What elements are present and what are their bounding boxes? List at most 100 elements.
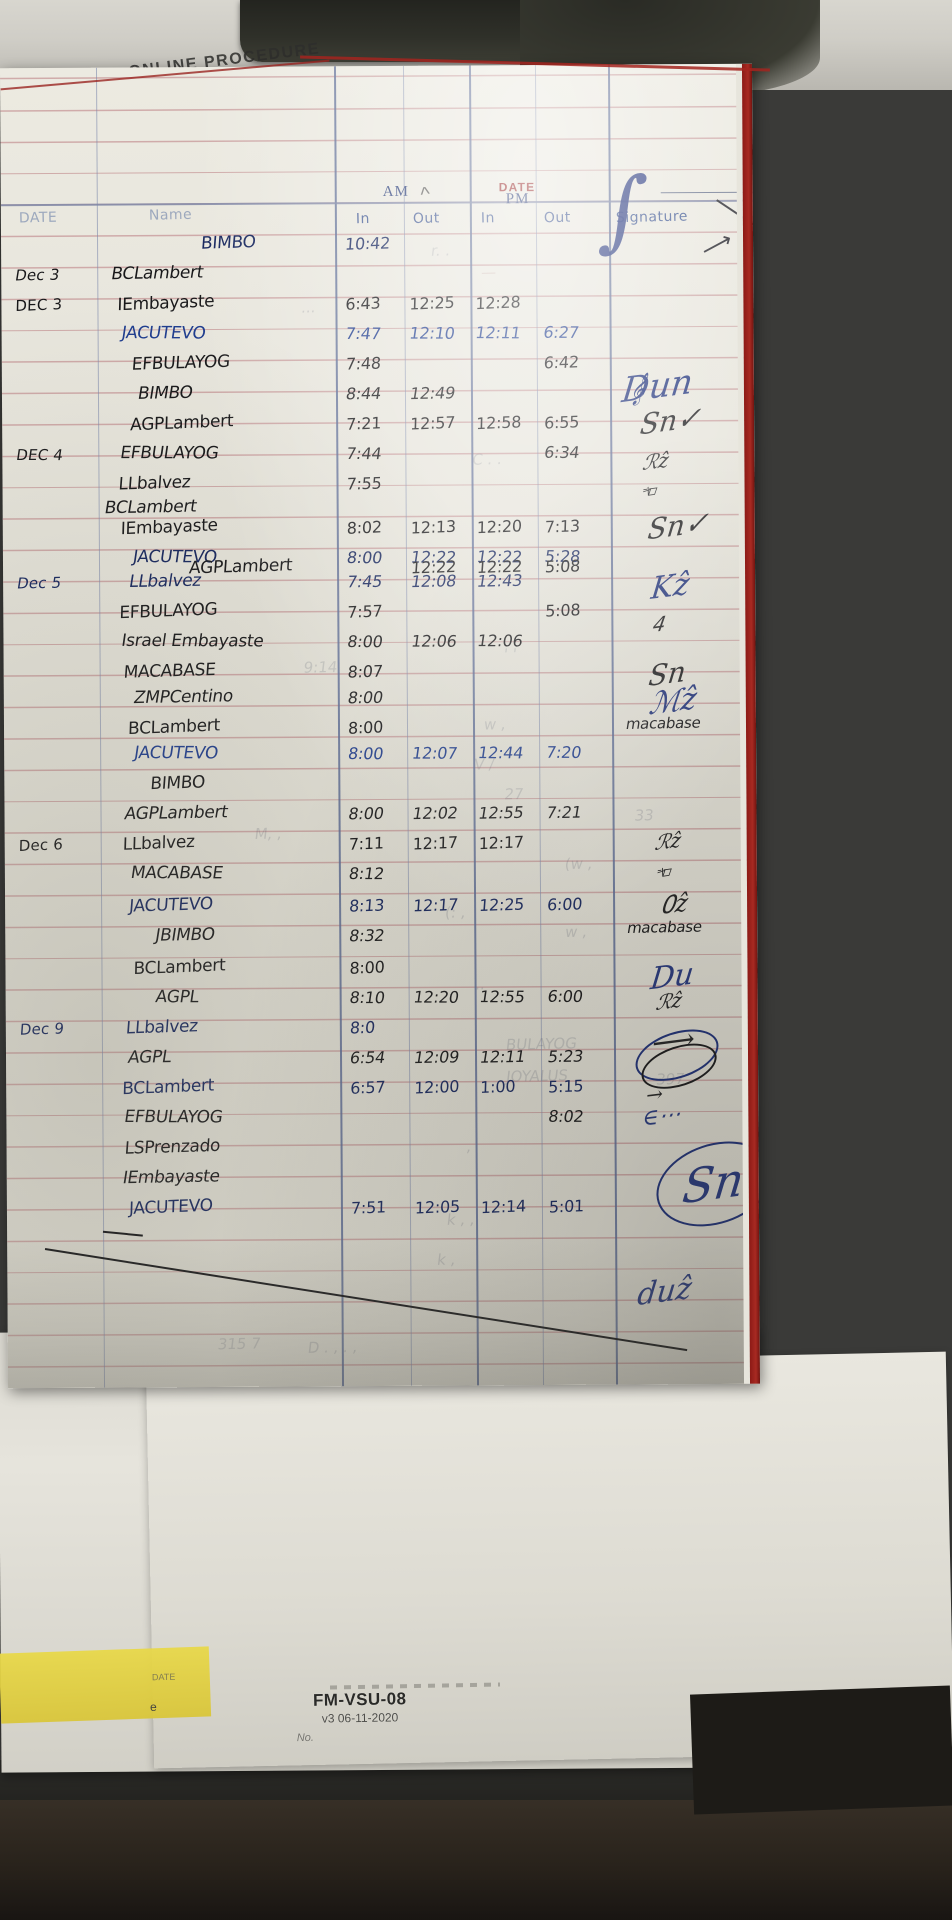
row-name: BIMBO bbox=[149, 772, 206, 795]
row-name: AGPL bbox=[154, 987, 201, 1008]
row-time-out2: 5:08 bbox=[544, 556, 581, 577]
row-time-out1: 12:20 bbox=[412, 987, 461, 1007]
signature-scrawl-agplambert: 𝠬 bbox=[637, 476, 660, 504]
row-name: MACABASE bbox=[129, 863, 225, 884]
row-name: JBIMBO bbox=[153, 924, 217, 946]
row-time-out2: 5:08 bbox=[545, 600, 581, 621]
desk-wood bbox=[0, 1800, 952, 1920]
row-time-in2: 12:28 bbox=[475, 292, 521, 314]
row-name: AGPL bbox=[126, 1046, 173, 1068]
row-name: IEmbayaste bbox=[120, 515, 219, 540]
footer-partial-text: DATE bbox=[151, 1671, 176, 1683]
row-name: Israel Embayaste bbox=[120, 630, 265, 652]
row-name: BCLambert bbox=[121, 1075, 215, 1100]
row-time-out1: 12:09 bbox=[412, 1047, 461, 1068]
row-time-out1: 12:08 bbox=[409, 571, 458, 592]
pm-label: PM bbox=[505, 191, 530, 208]
row-name: JACUTEVO bbox=[128, 1195, 213, 1220]
row-time-in1: 8:02 bbox=[346, 517, 383, 538]
row-time-in2: 12:44 bbox=[476, 743, 525, 763]
header-in2: In bbox=[480, 210, 496, 227]
header-out2: Out bbox=[543, 209, 571, 227]
row-time-out2: 8:02 bbox=[547, 1106, 585, 1126]
row-name: EFBULAYOG bbox=[118, 443, 220, 464]
row-time-in2: 12:58 bbox=[475, 412, 522, 434]
row-time-out2: 7:21 bbox=[545, 802, 584, 823]
header-in1: In bbox=[355, 210, 371, 228]
row-name: IEmbayaste bbox=[121, 1166, 222, 1189]
row-date: Dec 9 bbox=[19, 1019, 65, 1039]
row-time-in1: 8:12 bbox=[347, 864, 386, 884]
form-footer: FM-VSU-08 v3 06-11-2020 No. bbox=[150, 1686, 571, 1746]
row-name: EFBULAYOG bbox=[122, 1107, 224, 1128]
row-name: BIMBO bbox=[136, 382, 195, 404]
row-date: Dec 6 bbox=[18, 835, 64, 856]
row-name: LLbalvez bbox=[125, 1016, 199, 1039]
row-time-out2: 6:00 bbox=[546, 986, 585, 1006]
row-time-out2: 5:23 bbox=[546, 1046, 585, 1067]
row-time-out2: 5:15 bbox=[547, 1076, 584, 1097]
row-name: LLbalvez bbox=[122, 831, 195, 855]
signature-scrawl-jacutevo-5: duẑ bbox=[635, 1270, 694, 1314]
row-time-in2: 12:06 bbox=[476, 631, 524, 651]
row-time-in1: 6:43 bbox=[345, 293, 381, 314]
row-time-out2: 6:00 bbox=[546, 894, 583, 915]
am-label: AM bbox=[382, 183, 409, 200]
row-name: JACUTEVO bbox=[128, 893, 214, 917]
row-time-in2: 12:11 bbox=[478, 1046, 527, 1067]
row-date: Dec 5 bbox=[15, 573, 63, 593]
row-time-in1: 7:51 bbox=[350, 1197, 387, 1218]
row-name: MACABASE bbox=[122, 659, 217, 683]
row-time-in1: 7:47 bbox=[344, 324, 383, 344]
row-name: AGPLambert bbox=[122, 802, 230, 825]
row-time-in1: 8:32 bbox=[347, 925, 386, 946]
row-time-out1: 12:06 bbox=[410, 631, 458, 651]
signature-scrawl-lbalvez-2: ∈⋯ bbox=[641, 1101, 683, 1133]
row-name: BCLambert bbox=[133, 955, 226, 980]
row-name: AGPLambert bbox=[129, 411, 234, 436]
row-time-in1: 7:44 bbox=[344, 444, 383, 464]
row-name: JACUTEVO bbox=[132, 743, 220, 764]
row-time-in1: 7:21 bbox=[345, 413, 382, 434]
row-time-out1: 12:00 bbox=[413, 1076, 460, 1098]
row-time-in1: 8:00 bbox=[345, 548, 384, 568]
dark-corner bbox=[689, 1685, 952, 1815]
row-time-in2: 12:55 bbox=[478, 987, 527, 1007]
signature-scrawl-bimbo: ℛẑ bbox=[641, 447, 671, 476]
row-time-out2: 7:13 bbox=[544, 516, 581, 537]
row-time-in1: 6:57 bbox=[349, 1077, 386, 1098]
row-time-in1: 10:42 bbox=[344, 233, 391, 254]
row-time-in2: 12:55 bbox=[477, 802, 526, 823]
row-time-out1: 12:07 bbox=[410, 743, 459, 763]
row-time-out2: 6:34 bbox=[542, 442, 581, 462]
row-time-in1: 8:00 bbox=[346, 687, 385, 708]
row-name: IEmbayaste bbox=[117, 291, 215, 316]
row-time-out2: 6:42 bbox=[543, 352, 580, 373]
header-out1: Out bbox=[412, 210, 440, 228]
signature-scrawl-embayaste: Kẑ bbox=[649, 566, 692, 608]
signature-scrawl-bimbo-3: ℛẑ bbox=[654, 987, 684, 1016]
row-time-in1: 8:00 bbox=[346, 632, 385, 652]
row-name: EFBULAYOG bbox=[131, 351, 231, 375]
row-time-in1: 8:13 bbox=[348, 895, 385, 916]
row-time-out1: 12:10 bbox=[408, 323, 457, 343]
row-time-in2: 12:17 bbox=[478, 832, 525, 854]
row-time-in1: 8:10 bbox=[348, 988, 387, 1008]
row-time-in1: 8:00 bbox=[349, 957, 385, 978]
signature-text-macabase: macabase bbox=[624, 713, 703, 733]
row-name: BCLambert bbox=[127, 715, 221, 740]
row-time-out2: 6:27 bbox=[542, 322, 581, 342]
row-time-out1: 12:57 bbox=[409, 412, 456, 434]
row-name: BCLambert bbox=[109, 262, 205, 285]
signature-text-macabase-2: macabase bbox=[625, 917, 704, 937]
row-time-in1: 8:00 bbox=[347, 717, 384, 738]
row-name: ZMPCentino bbox=[132, 686, 235, 709]
attendance-sheet: AM DATE PM DATE Name In Out In Out Signa… bbox=[0, 63, 761, 1389]
row-time-in1: 8:0 bbox=[349, 1017, 376, 1038]
row-time-out1: 12:02 bbox=[411, 803, 460, 824]
row-time-out2: 7:20 bbox=[544, 742, 583, 762]
signature-scrawl-lbalvez: 𝟢ẑ bbox=[658, 888, 690, 921]
header-name-col: Name bbox=[148, 206, 193, 224]
row-time-in1: 7:45 bbox=[345, 571, 384, 592]
